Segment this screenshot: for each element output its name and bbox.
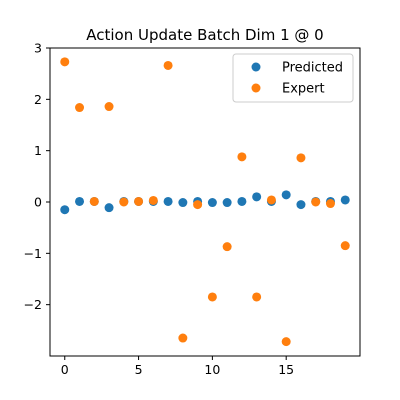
data-point-expert <box>340 241 350 251</box>
y-tick-label: −1 <box>24 246 42 261</box>
plot-area: 0 5 10 15 −2 −1 0 1 2 3 <box>24 41 350 377</box>
legend: Predicted Expert <box>232 53 354 103</box>
data-point-predicted <box>296 200 306 210</box>
x-tick-label: 5 <box>135 362 143 377</box>
chart-title: Action Update Batch Dim 1 @ 0 <box>86 26 323 44</box>
data-point-expert <box>193 200 203 210</box>
data-point-expert <box>148 195 158 205</box>
data-point-expert <box>178 333 188 343</box>
data-point-expert <box>119 197 129 207</box>
data-point-predicted <box>222 198 232 208</box>
data-point-expert <box>281 337 291 347</box>
data-point-predicted <box>207 198 217 208</box>
data-point-expert <box>163 60 173 70</box>
data-point-expert <box>207 292 217 302</box>
data-point-predicted <box>163 196 173 206</box>
legend-label: Expert <box>282 82 325 97</box>
legend-label: Predicted <box>282 61 343 76</box>
x-tick-label: 0 <box>61 362 69 377</box>
y-tick-label: 1 <box>34 143 42 158</box>
data-point-expert <box>75 103 85 113</box>
data-point-expert <box>252 292 262 302</box>
legend-marker <box>251 83 261 93</box>
data-point-predicted <box>237 196 247 206</box>
y-tick-label: 3 <box>34 41 42 56</box>
data-point-expert <box>60 57 70 67</box>
data-point-expert <box>134 196 144 206</box>
data-point-expert <box>266 195 276 205</box>
y-tick-label: −2 <box>24 297 42 312</box>
data-point-predicted <box>252 192 262 202</box>
x-tick-label: 10 <box>204 362 220 377</box>
data-point-predicted <box>281 190 291 200</box>
data-point-predicted <box>60 205 70 215</box>
axes-frame <box>49 47 361 357</box>
data-point-expert <box>311 197 321 207</box>
data-point-expert <box>325 199 335 209</box>
data-point-expert <box>104 102 114 112</box>
legend-box <box>232 53 354 103</box>
data-point-expert <box>296 153 306 163</box>
data-point-predicted <box>104 203 114 213</box>
legend-marker <box>251 62 261 72</box>
data-point-expert <box>237 152 247 162</box>
data-point-predicted <box>178 198 188 208</box>
y-tick-label: 2 <box>34 92 42 107</box>
data-point-expert <box>89 196 99 206</box>
data-point-expert <box>222 242 232 252</box>
data-point-predicted <box>75 196 85 206</box>
y-tick-label: 0 <box>34 195 42 210</box>
x-tick-label: 15 <box>278 362 294 377</box>
data-point-predicted <box>340 195 350 205</box>
